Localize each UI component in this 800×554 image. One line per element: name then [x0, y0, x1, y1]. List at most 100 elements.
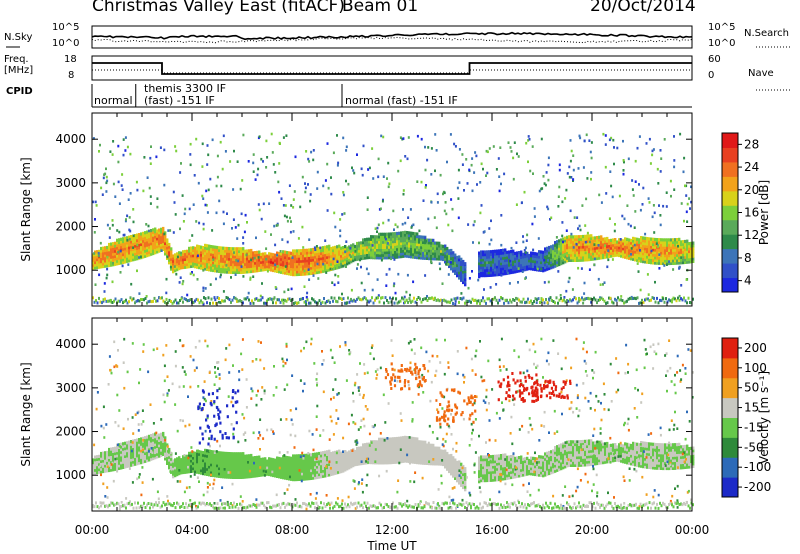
echo-cell	[261, 282, 263, 285]
echo-cell	[468, 299, 471, 303]
echo-cell	[244, 459, 247, 463]
echo-cell	[669, 299, 672, 303]
echo-cell	[252, 253, 255, 258]
echo-cell	[232, 457, 235, 461]
echo-cell	[341, 292, 343, 296]
echo-cell	[626, 250, 629, 255]
echo-cell	[606, 255, 609, 259]
echo-cell	[676, 240, 679, 244]
echo-cell	[304, 251, 307, 255]
echo-cell	[256, 269, 259, 273]
nave-trace	[92, 69, 692, 74]
echo-cell	[172, 257, 175, 261]
echo-cell	[654, 256, 657, 260]
echo-cell	[128, 251, 131, 255]
echo-cell	[404, 246, 407, 250]
echo-cell	[300, 459, 303, 463]
echo-cell	[490, 264, 493, 267]
echo-cell	[366, 240, 369, 244]
echo-cell	[218, 472, 221, 476]
echo-cell	[254, 258, 257, 263]
echo-cell	[143, 156, 146, 159]
echo-cell	[136, 257, 139, 261]
echo-cell	[336, 164, 339, 167]
echo-cell	[572, 243, 575, 247]
echo-cell	[114, 241, 117, 245]
echo-cell	[668, 261, 671, 266]
echo-cell	[688, 257, 691, 261]
echo-cell	[110, 253, 113, 257]
echo-cell	[604, 250, 607, 254]
echo-cell	[560, 241, 563, 245]
echo-cell	[97, 251, 100, 255]
echo-cell	[116, 254, 119, 258]
echo-cell	[300, 297, 303, 301]
echo-cell	[488, 227, 491, 230]
echo-cell	[216, 248, 219, 252]
echo-cell	[144, 457, 147, 461]
echo-cell	[608, 244, 611, 248]
echo-cell	[590, 242, 593, 246]
echo-cell	[176, 467, 179, 471]
echo-cell	[374, 248, 377, 252]
echo-cell	[482, 271, 485, 275]
echo-cell	[124, 136, 127, 139]
echo-cell	[664, 248, 667, 252]
echo-cell	[98, 467, 101, 472]
echo-cell	[460, 265, 463, 269]
echo-cell	[354, 252, 357, 256]
echo-cell	[126, 449, 129, 453]
echo-cell	[684, 255, 687, 259]
echo-cell	[417, 296, 420, 299]
echo-cell	[228, 475, 231, 479]
echo-cell	[144, 449, 147, 453]
echo-cell	[168, 455, 171, 459]
echo-cell	[154, 448, 157, 452]
echo-cell	[614, 251, 617, 255]
echo-cell	[94, 200, 97, 204]
echo-cell	[586, 258, 589, 262]
echo-cell	[240, 462, 243, 466]
echo-cell	[382, 135, 385, 139]
echo-cell	[150, 444, 153, 448]
cpid-segment-normal-fast: normal (fast) -151 IF	[345, 94, 458, 107]
echo-cell	[119, 299, 121, 303]
echo-cell	[114, 459, 117, 463]
echo-cell	[282, 252, 285, 256]
echo-cell	[230, 457, 233, 461]
echo-cell	[531, 222, 534, 226]
echo-cell	[110, 247, 113, 251]
echo-cell	[576, 235, 579, 239]
echo-cell	[546, 249, 549, 253]
echo-cell	[248, 456, 251, 460]
echo-cell	[140, 440, 143, 444]
echo-cell	[425, 184, 427, 187]
echo-cell	[260, 217, 263, 221]
echo-cell	[408, 244, 411, 248]
echo-cell	[258, 253, 261, 257]
echo-cell	[360, 241, 363, 245]
echo-cell	[146, 251, 149, 255]
echo-cell	[550, 250, 553, 254]
echo-cell	[302, 472, 305, 476]
echo-cell	[204, 249, 207, 253]
echo-cell	[371, 147, 374, 150]
echo-cell	[594, 246, 597, 250]
echo-cell	[576, 216, 579, 219]
echo-cell	[314, 268, 317, 272]
echo-cell	[108, 461, 111, 465]
echo-cell	[310, 256, 313, 260]
echo-cell	[215, 211, 218, 215]
echo-cell	[218, 456, 221, 460]
echo-cell	[262, 160, 264, 163]
echo-cell	[238, 252, 241, 256]
echo-cell	[561, 221, 564, 224]
echo-cell	[685, 194, 688, 197]
echo-cell	[116, 249, 119, 253]
echo-cell	[180, 463, 183, 467]
echo-cell	[458, 276, 461, 280]
echo-cell	[347, 296, 349, 300]
echo-cell	[424, 168, 427, 172]
echo-cell	[205, 189, 208, 193]
echo-cell	[436, 192, 439, 196]
